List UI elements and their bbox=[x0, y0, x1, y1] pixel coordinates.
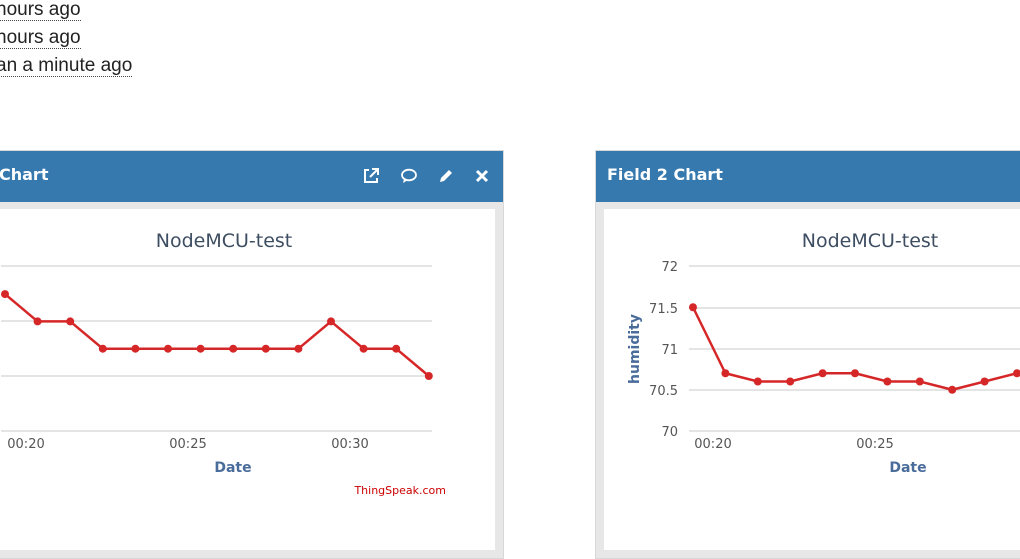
field-2-chart-panel: Field 2 Chart NodeMCU-test Date humidity… bbox=[595, 150, 1020, 559]
chart-title: NodeMCU-test bbox=[802, 230, 939, 252]
data-point bbox=[33, 317, 42, 326]
data-point bbox=[164, 344, 172, 353]
field-1-chart-panel: Chart NodeMCU-test Date ThingSpeak.com .… bbox=[0, 150, 504, 559]
pencil-icon[interactable] bbox=[434, 164, 458, 188]
data-point bbox=[883, 377, 892, 386]
panel-title: Field 2 Chart bbox=[607, 165, 723, 184]
x-tick-label: 00:20 bbox=[7, 437, 44, 452]
data-point bbox=[196, 344, 205, 353]
data-point bbox=[948, 385, 957, 394]
chart-area: NodeMCU-test Date ThingSpeak.com .4.230.… bbox=[0, 209, 495, 550]
y-tick-label: 71.5 bbox=[649, 302, 678, 317]
data-point bbox=[131, 344, 140, 353]
chart-area: NodeMCU-test Date humidity 72 71.5 71 70.5 7… bbox=[604, 209, 1020, 550]
y-tick-label: 72 bbox=[661, 260, 678, 275]
y-tick-label: 70.5 bbox=[649, 384, 678, 399]
data-point bbox=[980, 377, 989, 386]
data-point bbox=[851, 369, 859, 378]
data-point bbox=[261, 344, 270, 353]
data-point bbox=[424, 372, 433, 380]
data-point bbox=[786, 377, 795, 386]
data-point bbox=[689, 303, 697, 312]
last-entry-text: hours ago bbox=[0, 0, 81, 21]
updated-text: an a minute ago bbox=[0, 56, 133, 77]
external-link-icon[interactable] bbox=[359, 164, 383, 188]
panel-header: Field 2 Chart bbox=[596, 151, 1020, 202]
data-point bbox=[359, 344, 368, 353]
data-point bbox=[98, 344, 107, 353]
data-point bbox=[294, 344, 303, 353]
data-point bbox=[1, 290, 9, 299]
field-2-line-chart: NodeMCU-test Date humidity 72 71.5 71 70.5 7… bbox=[627, 230, 1020, 476]
panel-title: Chart bbox=[0, 165, 49, 184]
x-tick-label: 00:25 bbox=[169, 437, 206, 452]
data-point bbox=[327, 317, 335, 326]
y-axis-label: humidity bbox=[627, 314, 643, 384]
y-tick-label: 70 bbox=[661, 425, 678, 440]
x-axis-label: Date bbox=[889, 460, 926, 476]
data-point bbox=[818, 369, 827, 378]
series-line bbox=[4, 293, 430, 377]
x-axis-label: Date bbox=[214, 460, 251, 476]
x-tick-label: 00:30 bbox=[331, 437, 368, 452]
created-text: hours ago bbox=[0, 28, 81, 49]
data-point bbox=[915, 377, 924, 386]
x-tick-label: 00:20 bbox=[694, 437, 731, 452]
thingspeak-credit-link[interactable]: ThingSpeak.com bbox=[353, 484, 446, 497]
comment-icon[interactable] bbox=[397, 164, 421, 188]
data-point bbox=[1013, 369, 1020, 378]
field-1-line-chart: NodeMCU-test Date ThingSpeak.com .4.230.… bbox=[1, 230, 446, 497]
data-point bbox=[753, 377, 762, 386]
chart-title: NodeMCU-test bbox=[156, 230, 293, 252]
data-point bbox=[229, 344, 238, 353]
close-icon[interactable] bbox=[470, 164, 494, 188]
data-point bbox=[392, 344, 401, 353]
y-tick-label: 71 bbox=[661, 343, 678, 358]
x-tick-label: 00:25 bbox=[856, 437, 893, 452]
panel-header: Chart bbox=[0, 151, 503, 202]
data-point bbox=[721, 369, 730, 378]
data-point bbox=[66, 317, 75, 326]
